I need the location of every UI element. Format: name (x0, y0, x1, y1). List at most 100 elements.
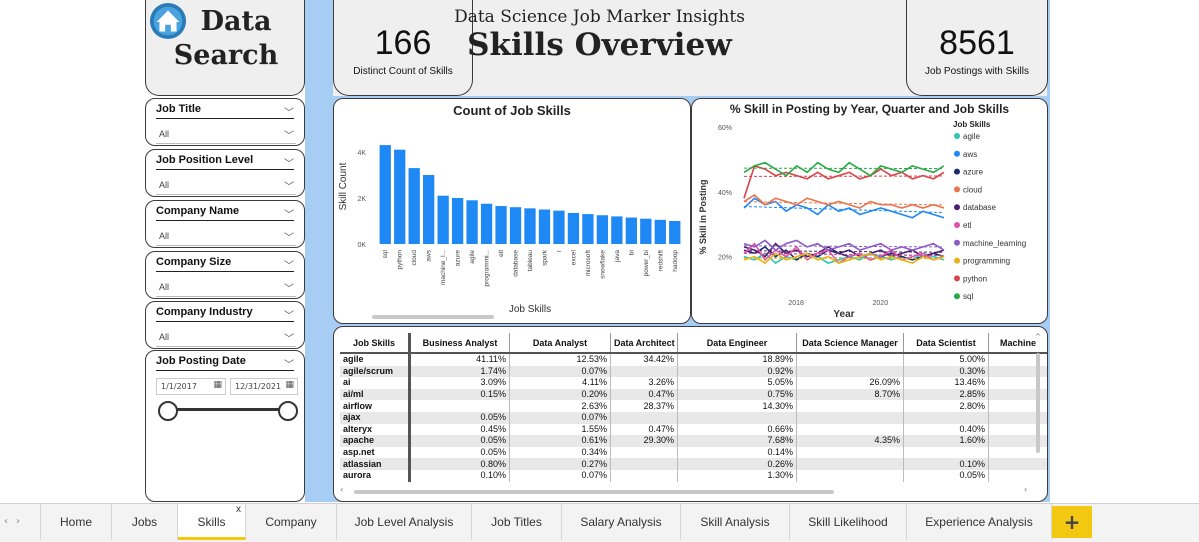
end-date-input[interactable]: 12/31/2021 ▦ (230, 378, 298, 395)
tab-company[interactable]: Company (246, 504, 337, 540)
tab-job-level-analysis[interactable]: Job Level Analysis (337, 504, 472, 540)
add-page-button[interactable]: + (1052, 506, 1092, 538)
column-header[interactable]: Data Analyst (510, 333, 611, 353)
calendar-icon[interactable]: ▦ (285, 380, 294, 390)
column-header[interactable]: Data Architect (611, 333, 678, 353)
chevron-down-icon[interactable]: ﹀ (284, 155, 294, 170)
table-cell (797, 353, 904, 366)
filter-dropdown[interactable] (156, 123, 296, 144)
chevron-down-icon[interactable]: ﹀ (284, 257, 294, 272)
table-cell: ajax (340, 412, 410, 424)
divider (156, 118, 294, 119)
kpi-value: 8561 (907, 24, 1047, 63)
chevron-down-icon[interactable]: ﹀ (284, 356, 294, 371)
chevron-down-icon[interactable]: ﹀ (284, 104, 294, 119)
date-filter-title: Job Posting Date (156, 355, 246, 367)
filter-dropdown[interactable] (156, 225, 296, 246)
calendar-icon[interactable]: ▦ (213, 380, 222, 390)
table-cell: 26.09% (797, 377, 904, 389)
scrollbar-thumb[interactable] (1036, 353, 1040, 453)
tab-experience-analysis[interactable]: Experience Analysis (907, 504, 1052, 540)
tab-skill-analysis[interactable]: Skill Analysis (681, 504, 790, 540)
table-cell: 0.45% (410, 424, 510, 436)
column-header[interactable]: Job Skills (340, 333, 410, 353)
tab-jobs[interactable]: Jobs (112, 504, 178, 540)
column-header[interactable]: Data Engineer (678, 333, 797, 353)
table-cell: 0.92% (678, 366, 797, 378)
tab-salary-analysis[interactable]: Salary Analysis (562, 504, 681, 540)
chevron-down-icon[interactable]: ﹀ (284, 307, 294, 322)
horizontal-scrollbar[interactable]: ‹ › (340, 489, 1030, 495)
chevron-down-icon[interactable]: ﹀ (284, 229, 294, 244)
kpi-label: Job Postings with Skills (907, 66, 1047, 77)
start-date-value: 1/1/2017 (161, 382, 197, 391)
legend-entry: azure (963, 168, 984, 177)
filter-value: All (159, 180, 169, 190)
column-header[interactable]: Data Scientist (904, 333, 989, 353)
tab-job-titles[interactable]: Job Titles (472, 504, 562, 540)
close-icon[interactable]: x (236, 492, 241, 528)
start-date-input[interactable]: 1/1/2017 ▦ (156, 378, 226, 395)
chevron-down-icon[interactable]: ﹀ (284, 206, 294, 221)
next-page-icon[interactable]: › (16, 516, 28, 527)
table-cell: 0.05% (904, 470, 989, 482)
table-cell: 12.53% (510, 353, 611, 366)
table-cell (611, 366, 678, 378)
date-filter: Job Posting Date ﹀ 1/1/2017 ▦ 12/31/2021… (145, 350, 305, 502)
legend-title: Job Skills (953, 120, 991, 129)
filter-dropdown[interactable] (156, 174, 296, 195)
date-slider-end-handle[interactable] (278, 401, 298, 421)
date-slider-start-handle[interactable] (158, 401, 178, 421)
prev-page-icon[interactable]: ‹ (4, 516, 16, 527)
legend-marker (954, 204, 960, 210)
filter-title: Company Name (156, 205, 239, 217)
table-cell: 7.68% (678, 435, 797, 447)
x-tick-label: 2018 (788, 300, 804, 307)
filter-title: Job Title (156, 103, 201, 115)
chevron-down-icon[interactable]: ﹀ (284, 178, 294, 193)
scroll-right-icon[interactable]: › (1024, 485, 1027, 494)
table-cell: 0.07% (510, 412, 611, 424)
filter-job-title: Job Title﹀All﹀ (145, 98, 305, 146)
table-cell: alteryx (340, 424, 410, 436)
x-tick-label: spark (541, 249, 548, 266)
x-tick-label: 2020 (873, 300, 889, 307)
column-header[interactable]: Business Analyst (410, 333, 510, 353)
chevron-down-icon[interactable]: ﹀ (284, 280, 294, 295)
table-cell: 0.05% (410, 435, 510, 447)
y-axis-label: % Skill in Posting (698, 179, 708, 254)
date-slider-track[interactable] (166, 408, 288, 411)
table-cell: 29.30% (611, 435, 678, 447)
x-tick-label: microsoft (585, 250, 592, 277)
bar (655, 220, 666, 244)
bar (669, 221, 680, 244)
legend-entry: sql (963, 292, 973, 301)
filter-dropdown[interactable] (156, 276, 296, 297)
y-tick-label: 4K (357, 150, 366, 157)
tab-nav-arrows[interactable]: ‹› (4, 504, 28, 540)
filter-dropdown[interactable] (156, 326, 296, 347)
chevron-down-icon[interactable]: ﹀ (284, 330, 294, 345)
legend-marker (954, 240, 960, 246)
table-cell: 4.35% (797, 435, 904, 447)
chevron-down-icon[interactable]: ﹀ (284, 127, 294, 142)
x-axis-label: Job Skills (509, 304, 551, 315)
filter-value: All (159, 231, 169, 241)
table-cell (797, 470, 904, 482)
scroll-up-icon[interactable]: ^ (1035, 333, 1041, 341)
tab-label: Company (265, 515, 316, 529)
scroll-left-icon[interactable]: ‹ (340, 485, 343, 494)
tab-skill-likelihood[interactable]: Skill Likelihood (790, 504, 907, 540)
column-header[interactable]: Data Science Manager (797, 333, 904, 353)
table-cell: 0.20% (510, 389, 611, 401)
table-cell (904, 412, 989, 424)
legend-entry: agile (963, 132, 980, 141)
tab-home[interactable]: Home (40, 504, 112, 540)
table-cell: 34.42% (611, 353, 678, 366)
vertical-scrollbar[interactable]: ^ (1036, 337, 1041, 487)
bar (409, 168, 420, 244)
scrollbar-thumb[interactable] (354, 490, 834, 494)
